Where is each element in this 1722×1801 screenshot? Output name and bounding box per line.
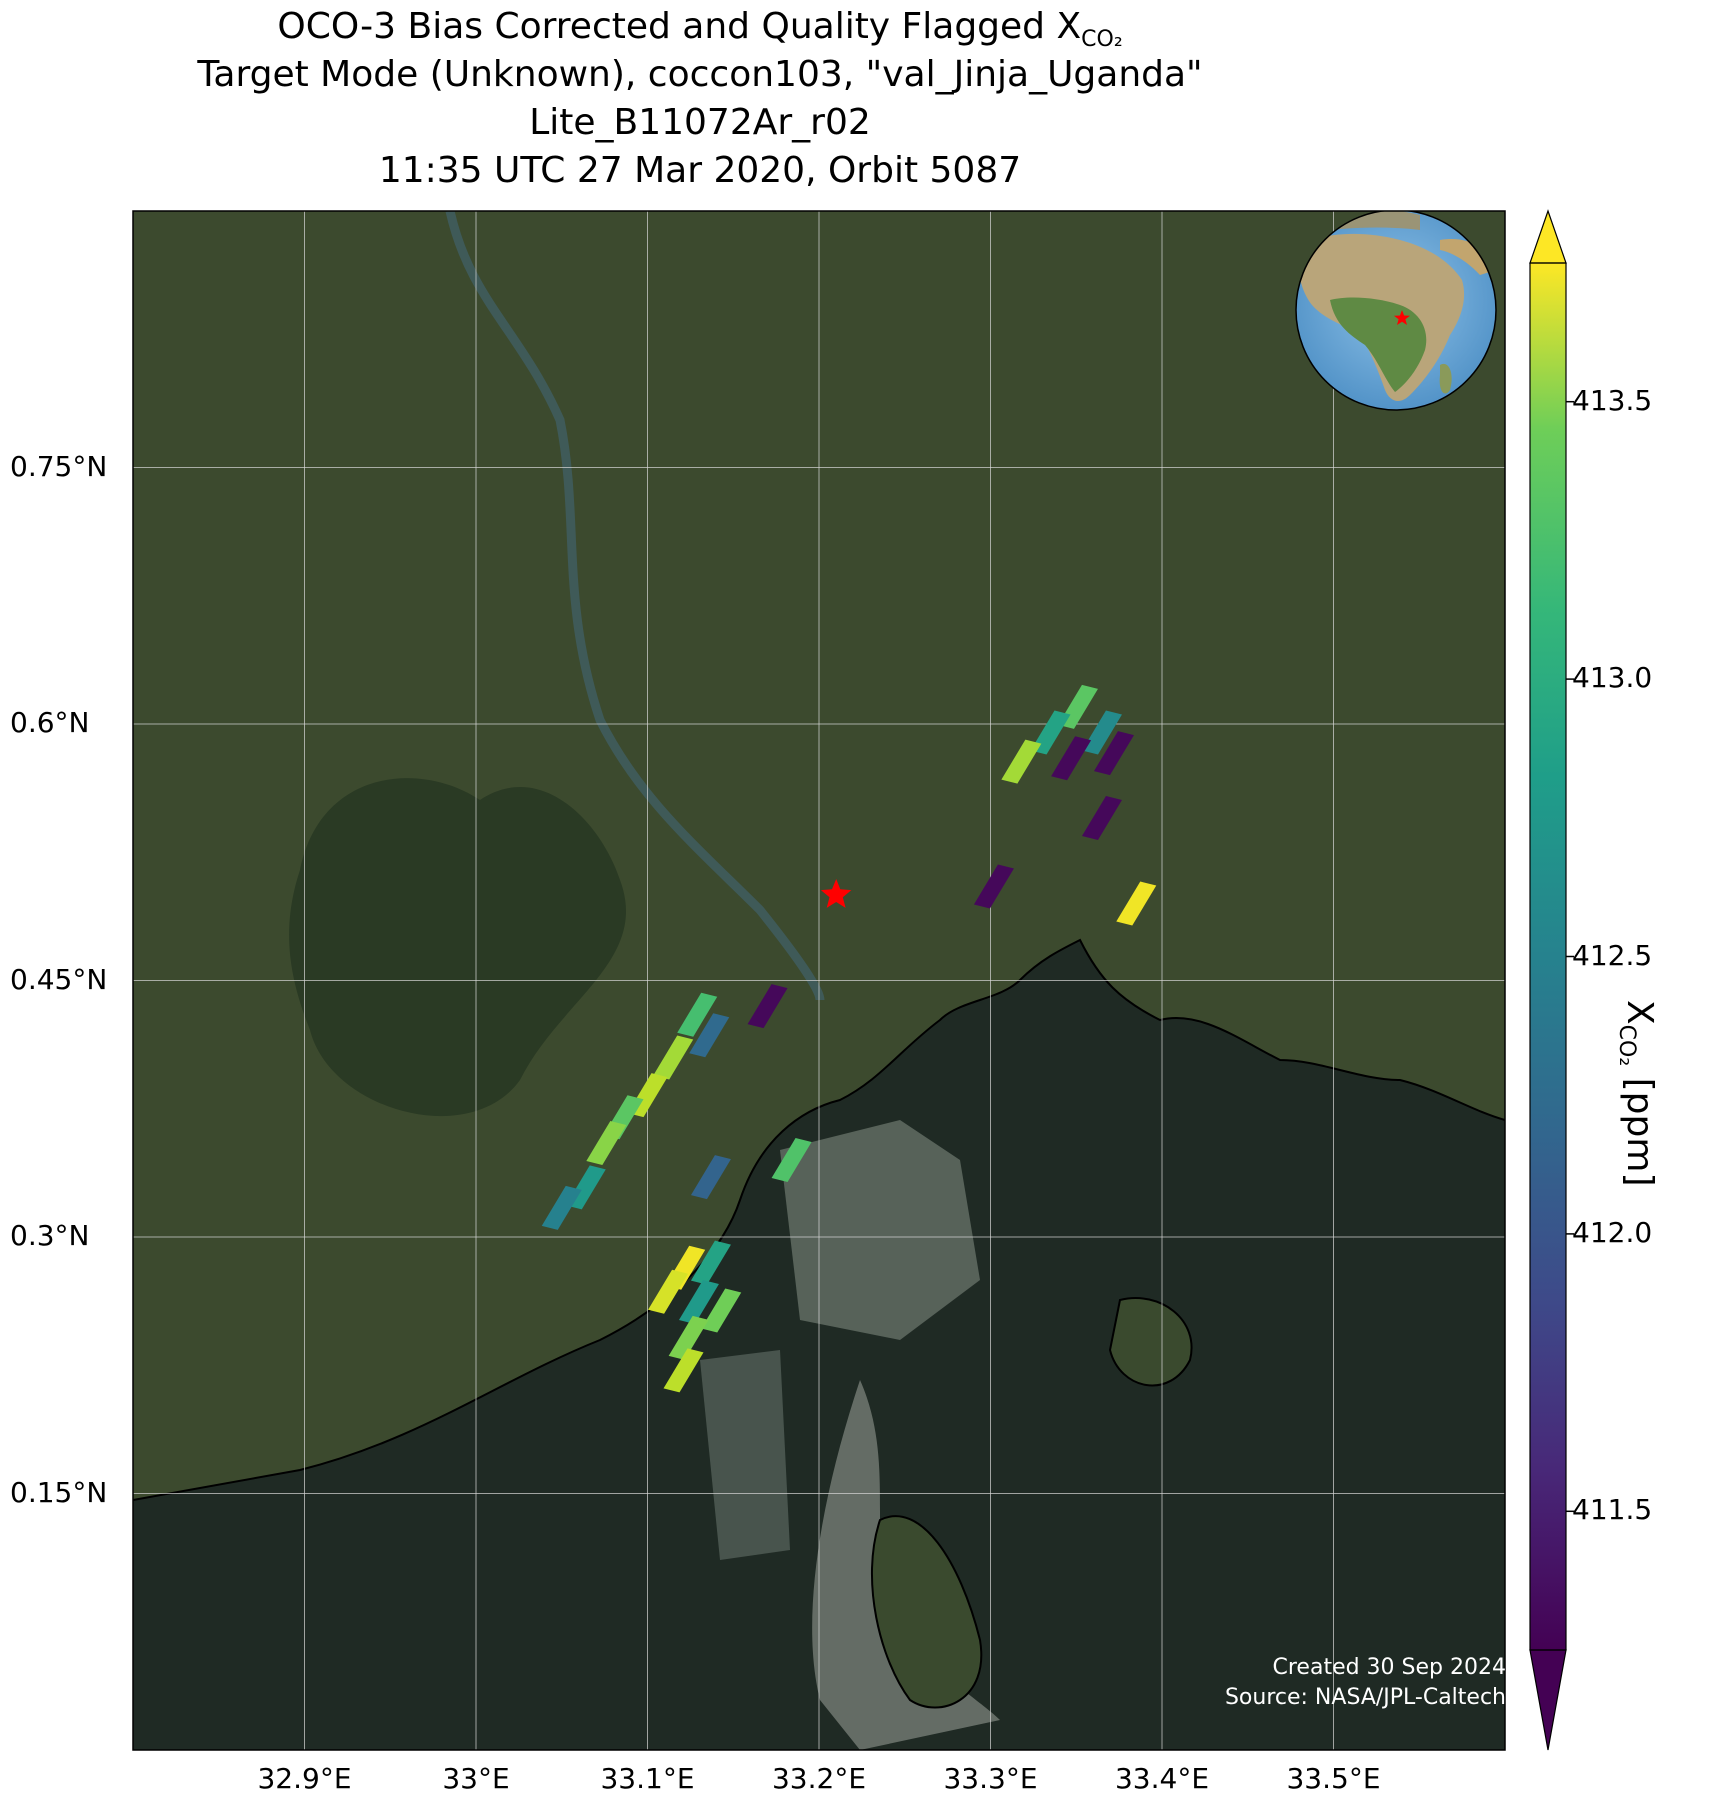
- xco2-sounding: [690, 1155, 731, 1200]
- colorbar-title-main: X: [1619, 1000, 1660, 1025]
- lake-patch: [780, 1120, 980, 1340]
- nile-river: [445, 211, 825, 1001]
- colorbar-body: [1530, 263, 1566, 1650]
- xco2-sounding: [771, 1138, 812, 1183]
- lake-patch: [812, 1380, 1000, 1750]
- colorbar-title-unit: [ppm]: [1619, 1077, 1660, 1187]
- inset-globe: [1295, 211, 1497, 411]
- xco2-sounding: [1116, 881, 1157, 926]
- colorbar-extend-min: [1529, 1649, 1567, 1751]
- xco2-sounding: [677, 992, 718, 1037]
- colorbar-tick-marks: [1566, 400, 1574, 1513]
- lat-tick-label: 0.45°N: [10, 962, 108, 996]
- xco2-soundings: [541, 684, 1157, 1393]
- colorbar: [1529, 209, 1574, 1751]
- xco2-sounding: [973, 864, 1014, 909]
- xco2-sounding: [678, 1279, 719, 1324]
- xco2-sounding: [689, 1013, 730, 1058]
- colorbar-tick-label: 412.0: [1572, 1215, 1653, 1249]
- colorbar-tick-label: 413.5: [1572, 383, 1653, 417]
- lon-tick-label: 33.3°E: [943, 1762, 1038, 1795]
- colorbar-extend-max: [1529, 209, 1567, 264]
- xco2-sounding: [668, 1315, 709, 1360]
- lat-tick-label: 0.6°N: [10, 706, 90, 739]
- xco2-sounding: [1051, 736, 1092, 781]
- gridlines: [133, 211, 1505, 1750]
- title-line-4: 11:35 UTC 27 Mar 2020, Orbit 5087: [378, 150, 1022, 191]
- map-area: [133, 211, 1505, 1750]
- xco2-sounding: [653, 1035, 694, 1080]
- madagascar-shape: [1439, 363, 1452, 394]
- xco2-sounding: [747, 984, 788, 1029]
- arabia-shape: [1440, 239, 1496, 275]
- xco2-sounding: [1093, 731, 1134, 776]
- lat-tick-label: 0.15°N: [10, 1475, 108, 1509]
- lake-patch: [700, 1350, 790, 1560]
- colorbar-title-subscript: CO₂: [1614, 1024, 1639, 1067]
- lon-tick-label: 33.1°E: [600, 1762, 695, 1795]
- lon-tick-label: 32.9°E: [257, 1762, 352, 1795]
- xco2-sounding: [663, 1348, 704, 1393]
- created-date-credit: Created 30 Sep 2024: [1272, 1655, 1507, 1680]
- lon-tick-label: 33.4°E: [1114, 1762, 1210, 1795]
- colorbar-tick-label: 413.0: [1572, 661, 1653, 695]
- title-line-2: Target Mode (Unknown), coccon103, "val_J…: [197, 54, 1203, 95]
- forest-patch: [289, 778, 627, 1117]
- map-frame: [132, 210, 1506, 1751]
- xco2-sounding: [1081, 710, 1122, 755]
- coastline: [133, 938, 1505, 1501]
- lat-tick-label: 0.75°N: [10, 449, 108, 483]
- colorbar-tick-label: 412.5: [1572, 938, 1653, 972]
- xco2-sounding: [1081, 796, 1122, 841]
- lat-tick-label: 0.3°N: [10, 1219, 90, 1252]
- xco2-sounding: [690, 1240, 731, 1285]
- target-site-star-icon: [820, 879, 852, 908]
- title-line-1-subscript: CO₂: [1081, 27, 1123, 52]
- title-line-1: OCO-3 Bias Corrected and Quality Flagged…: [0, 6, 1400, 61]
- xco2-sounding: [1001, 739, 1042, 784]
- lon-tick-label: 33.2°E: [771, 1762, 867, 1795]
- xco2-sounding: [586, 1120, 627, 1165]
- xco2-sounding: [541, 1185, 582, 1230]
- lon-tick-label: 33°E: [442, 1762, 510, 1795]
- island: [870, 1515, 983, 1709]
- lon-tick-label: 33.5°E: [1286, 1762, 1381, 1795]
- colorbar-title: XCO₂ [ppm]: [1614, 1000, 1660, 1187]
- xco2-sounding: [648, 1269, 689, 1314]
- colorbar-tick-label: 411.5: [1572, 1493, 1653, 1527]
- xco2-sounding: [701, 1288, 742, 1333]
- source-credit: Source: NASA/JPL-Caltech: [1224, 1685, 1506, 1710]
- title-line-3: Lite_B11072Ar_r02: [529, 102, 871, 143]
- island: [1108, 1297, 1193, 1387]
- globe-target-star-icon: [1394, 310, 1410, 325]
- title-line-1-text: OCO-3 Bias Corrected and Quality Flagged…: [277, 6, 1082, 47]
